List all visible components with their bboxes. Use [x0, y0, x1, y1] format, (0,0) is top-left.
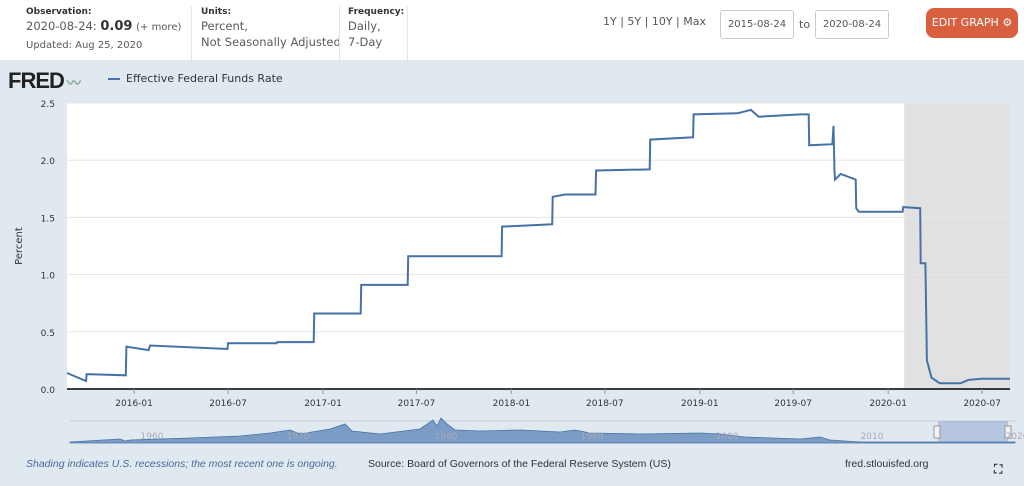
legend-line-icon — [108, 78, 120, 80]
navigator-left-handle[interactable] — [933, 425, 941, 439]
info-bar: Observation: 2020-08-24: 0.09 (+ more) U… — [0, 0, 1024, 60]
legend-label: Effective Federal Funds Rate — [126, 72, 283, 85]
y-tick-label: 0.5 — [41, 329, 55, 339]
units: Units: Percent, Not Seasonally Adjusted — [201, 6, 341, 50]
divider — [407, 6, 408, 60]
units-value: Percent, — [201, 19, 248, 33]
chart-logo-icon: 〰 — [66, 75, 81, 91]
fred-logo[interactable]: FRED 〰 — [8, 68, 81, 94]
y-tick-label: 2.5 — [41, 100, 55, 110]
navigator[interactable]: 1960 1970 1980 1990 2000 2010 2020 — [69, 417, 1024, 444]
series-line — [66, 108, 1010, 385]
observation: Observation: 2020-08-24: 0.09 (+ more) U… — [26, 6, 181, 54]
more-link[interactable]: (+ more) — [136, 22, 182, 33]
site-link[interactable]: fred.stlouisfed.org — [845, 458, 929, 470]
divider — [339, 6, 340, 60]
navigator-right-handle[interactable] — [1004, 425, 1012, 439]
navigator-selection[interactable] — [938, 421, 1008, 443]
observation-date: 2020-08-24: — [26, 19, 97, 33]
y-axis-label: Percent — [14, 227, 25, 265]
x-tick-label: 2018-07 — [586, 399, 624, 409]
frequency-window: 7-Day — [348, 35, 383, 49]
divider — [191, 6, 192, 60]
x-tick-label: 2019-07 — [774, 399, 812, 409]
x-tick-label: 2019-01 — [681, 399, 719, 409]
navigator-label: 1970 — [287, 432, 310, 442]
source: Source: Board of Governors of the Federa… — [368, 458, 671, 470]
navigator-label: 2000 — [716, 432, 739, 442]
updated-date: Updated: Aug 25, 2020 — [26, 40, 143, 51]
x-tick-label: 2020-07 — [963, 399, 1001, 409]
y-tick-label: 2.0 — [41, 157, 56, 167]
logo-text: FRED — [8, 68, 65, 93]
y-tick-label: 1.5 — [41, 214, 55, 224]
navigator-label: 2020 — [1006, 432, 1024, 442]
frequency: Frequency: Daily, 7-Day — [348, 6, 404, 50]
navigator-label: 1980 — [435, 432, 458, 442]
recession-note: Shading indicates U.S. recessions; the m… — [26, 458, 338, 470]
legend: Effective Federal Funds Rate — [108, 72, 283, 85]
edit-graph-button[interactable]: EDIT GRAPH ⚙ — [926, 8, 1018, 38]
fullscreen-icon[interactable]: ⛶ — [994, 462, 1003, 476]
x-tick-label: 2017-07 — [398, 399, 436, 409]
y-tick-label: 0.0 — [41, 386, 56, 396]
navigator-area — [69, 417, 1016, 444]
x-tick-label: 2020-01 — [869, 399, 907, 409]
units-adjustment: Not Seasonally Adjusted — [201, 35, 341, 49]
navigator-label: 1960 — [141, 432, 164, 442]
x-tick-label: 2016-07 — [209, 399, 247, 409]
to-label: to — [799, 18, 811, 31]
observation-label: Observation: — [26, 7, 92, 17]
frequency-value: Daily, — [348, 19, 381, 33]
end-date-input[interactable]: 2020-08-24 — [815, 10, 889, 39]
x-tick-label: 2016-01 — [115, 399, 153, 409]
x-tick-label: 2017-01 — [304, 399, 342, 409]
y-tick-label: 1.0 — [41, 272, 56, 282]
range-buttons[interactable]: 1Y | 5Y | 10Y | Max — [603, 15, 706, 28]
x-tick-label: 2018-01 — [493, 399, 531, 409]
observation-value: 0.09 — [100, 19, 133, 34]
navigator-label: 1990 — [581, 432, 604, 442]
frequency-label: Frequency: — [348, 7, 405, 17]
navigator-label: 2010 — [861, 432, 884, 442]
plot-area — [67, 103, 1010, 389]
start-date-input[interactable]: 2015-08-24 — [720, 10, 794, 39]
units-label: Units: — [201, 7, 232, 17]
recession-shading — [904, 103, 1010, 389]
